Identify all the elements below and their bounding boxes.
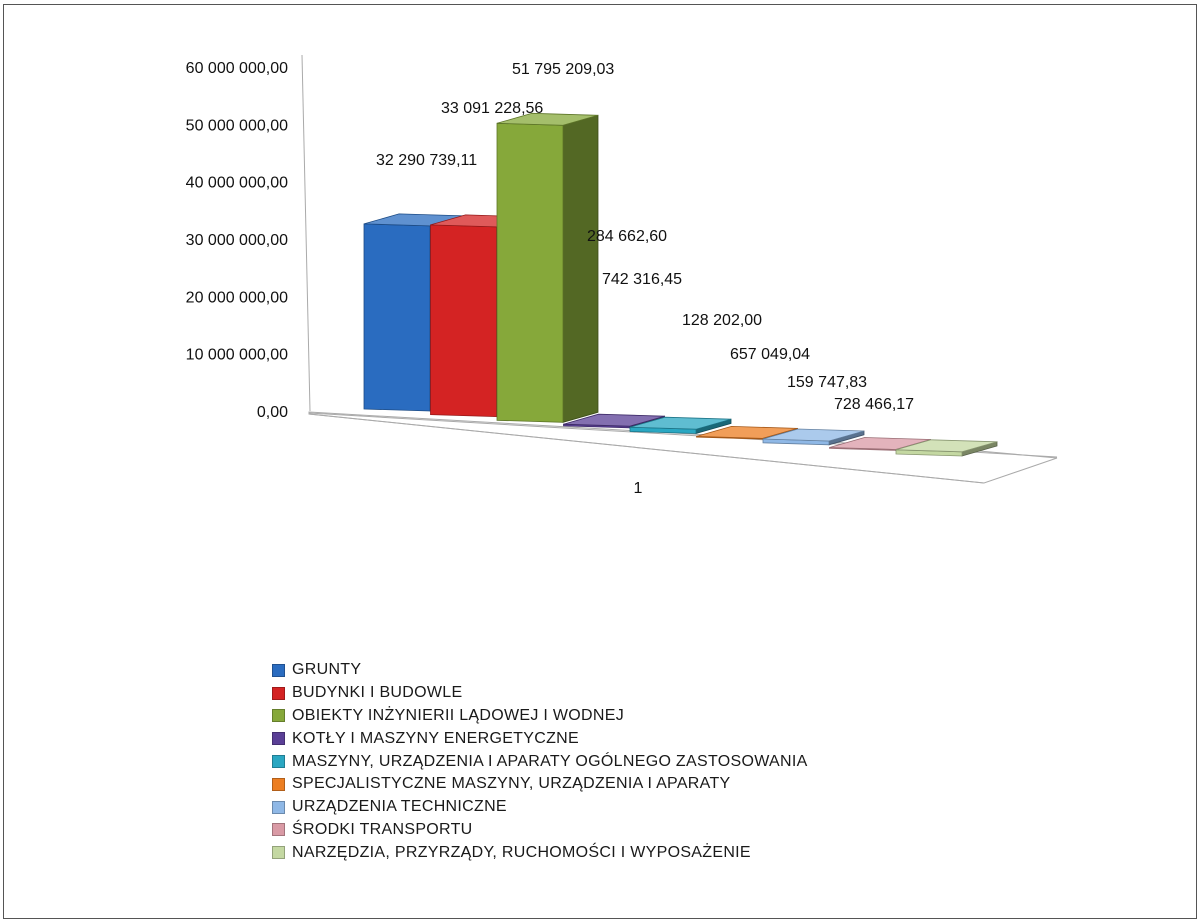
bar: [430, 224, 497, 418]
legend-label: URZĄDZENIA TECHNICZNE: [292, 798, 507, 816]
data-label: 284 662,60: [587, 228, 667, 245]
legend-swatch: [272, 800, 285, 814]
legend-swatch: [272, 755, 285, 769]
legend-swatch: [272, 823, 285, 837]
bar-top: [496, 112, 599, 126]
y-tick-label: 40 000 000,00: [186, 175, 288, 192]
legend-label: BUDYNKI I BUDOWLE: [292, 684, 463, 702]
y-tick-label: 50 000 000,00: [186, 117, 288, 134]
y-tick-label: 20 000 000,00: [186, 289, 288, 306]
legend-swatch: [272, 686, 285, 700]
bar-side: [562, 114, 599, 423]
chart-frame: 0,00 10 000 000,00 20 000 000,00 30 000 000…: [3, 4, 1197, 919]
data-label: 32 290 739,11: [376, 152, 477, 169]
data-label: 33 091 228,56: [441, 100, 543, 117]
bar: [496, 122, 564, 423]
data-label: 742 316,45: [602, 271, 682, 288]
legend-item: GRUNTY: [272, 659, 808, 682]
bar-top: [895, 439, 998, 453]
x-category-label: 1: [634, 480, 643, 497]
bar-top: [829, 437, 931, 450]
legend-item: BUDYNKI I BUDOWLE: [272, 682, 808, 705]
bar-top: [762, 428, 865, 442]
bar-chart-3d: 0,00 10 000 000,00 20 000 000,00 30 000 000…: [186, 54, 1058, 497]
legend-item: KOTŁY I MASZYNY ENERGETYCZNE: [272, 727, 808, 750]
bar-top: [629, 416, 732, 430]
legend: GRUNTY BUDYNKI I BUDOWLE OBIEKTY INŻYNIERI…: [272, 659, 808, 864]
legend-label: GRUNTY: [292, 661, 362, 679]
floor-front-edge: [308, 413, 985, 484]
legend-label: SPECJALISTYCZNE MASZYNY, URZĄDZENIA I AP…: [292, 775, 731, 793]
bar-top: [563, 413, 665, 427]
legend-item: ŚRODKI TRANSPORTU: [272, 819, 808, 842]
legend-item: URZĄDZENIA TECHNICZNE: [272, 796, 808, 819]
y-tick-label: 60 000 000,00: [186, 60, 288, 77]
data-label: 128 202,00: [682, 312, 762, 329]
y-tick-label: 0,00: [257, 404, 288, 421]
data-label: 657 049,04: [730, 346, 810, 363]
bar-top: [696, 425, 798, 439]
legend-swatch: [272, 732, 285, 746]
legend-item: NARZĘDZIA, PRZYRZĄDY, RUCHOMOŚCI I WYPOS…: [272, 841, 808, 864]
legend-label: MASZYNY, URZĄDZENIA I APARATY OGÓLNEGO Z…: [292, 752, 808, 770]
legend-swatch: [272, 663, 285, 677]
legend-item: MASZYNY, URZĄDZENIA I APARATY OGÓLNEGO Z…: [272, 750, 808, 773]
data-label: 159 747,83: [787, 374, 867, 391]
legend-swatch: [272, 777, 285, 791]
back-wall-edge: [301, 54, 311, 412]
y-tick-label: 30 000 000,00: [186, 232, 288, 249]
legend-swatch: [272, 846, 285, 860]
legend-label: KOTŁY I MASZYNY ENERGETYCZNE: [292, 729, 579, 747]
bar: [363, 223, 431, 412]
legend-label: ŚRODKI TRANSPORTU: [292, 820, 473, 838]
legend-swatch: [272, 709, 285, 723]
data-label: 51 795 209,03: [512, 61, 614, 78]
data-label: 728 466,17: [834, 396, 914, 413]
legend-label: NARZĘDZIA, PRZYRZĄDY, RUCHOMOŚCI I WYPOS…: [292, 843, 751, 861]
y-tick-label: 10 000 000,00: [186, 347, 288, 364]
legend-item: OBIEKTY INŻYNIERII LĄDOWEJ I WODNEJ: [272, 705, 808, 728]
legend-label: OBIEKTY INŻYNIERII LĄDOWEJ I WODNEJ: [292, 706, 625, 724]
legend-item: SPECJALISTYCZNE MASZYNY, URZĄDZENIA I AP…: [272, 773, 808, 796]
